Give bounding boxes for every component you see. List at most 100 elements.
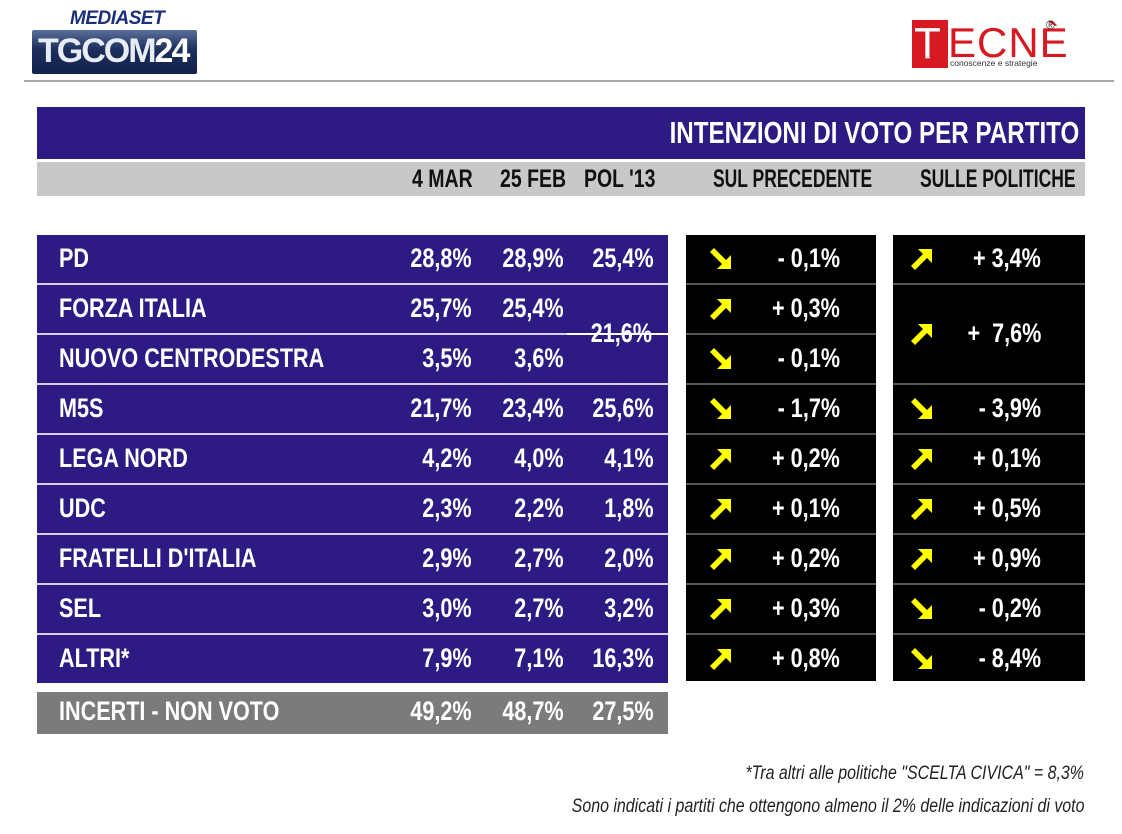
change-separator	[686, 333, 876, 335]
change-sul-precedente: - 0,1%	[777, 343, 840, 373]
incerti-row: INCERTI - NON VOTO 49,2% 48,7% 27,5%	[37, 692, 668, 734]
value-25feb: 28,9%	[502, 243, 564, 273]
change-sulle-politiche: + 0,9%	[973, 543, 1041, 573]
incerti-pol13: 27,5%	[592, 696, 654, 726]
change-separator	[893, 583, 1085, 585]
change-separator	[893, 383, 1085, 385]
footnote-altri: *Tra altri alle politiche "SCELTA CIVICA…	[745, 763, 1084, 784]
value-25feb: 25,4%	[502, 293, 564, 323]
arrow-down-icon	[710, 348, 731, 369]
value-25feb: 4,0%	[514, 443, 564, 473]
arrow-up-icon	[710, 449, 731, 470]
change-row: + 0,1%	[893, 435, 1085, 483]
row-separator	[37, 483, 668, 485]
value-pol13: 16,3%	[592, 643, 654, 673]
change-separator	[893, 483, 1085, 485]
change-separator	[686, 383, 876, 385]
change-separator	[686, 533, 876, 535]
table-row: ALTRI* 7,9% 7,1% 16,3%	[37, 635, 668, 683]
table-title-bar: INTENZIONI DI VOTO PER PARTITO	[37, 107, 1085, 159]
arrow-down-icon	[710, 398, 731, 419]
tgcom-wordmark: TGCOM24	[38, 32, 191, 71]
change-separator	[893, 433, 1085, 435]
row-separator	[37, 333, 567, 335]
tgcom24-logo: MEDIASET TGCOM24	[32, 8, 202, 74]
arrow-up-icon	[911, 449, 932, 470]
value-25feb: 7,1%	[514, 643, 564, 673]
value-pol13-merged: 21,6%	[590, 318, 652, 348]
value-4mar: 7,9%	[422, 643, 472, 673]
row-separator	[37, 533, 668, 535]
change-sul-precedente: + 0,3%	[772, 593, 840, 623]
value-4mar: 4,2%	[422, 443, 472, 473]
change-sul-precedente: + 0,8%	[772, 643, 840, 673]
arrow-up-icon	[911, 324, 932, 345]
change-row: + 0,5%	[893, 485, 1085, 533]
change-row: + 3,4%	[893, 235, 1085, 283]
mediaset-label: MEDIASET	[70, 8, 165, 29]
party-name: FRATELLI D'ITALIA	[59, 543, 257, 573]
change-row: + 0,8%	[686, 635, 876, 683]
change-separator	[893, 633, 1085, 635]
party-name: M5S	[59, 393, 104, 423]
value-4mar: 3,5%	[422, 343, 472, 373]
arrow-up-icon	[710, 649, 731, 670]
change-sulle-politiche: - 8,4%	[978, 643, 1041, 673]
arrow-up-icon	[911, 249, 932, 270]
arrow-up-icon	[710, 599, 731, 620]
tecne-red-block	[912, 20, 948, 68]
change-sul-precedente: - 0,1%	[777, 243, 840, 273]
change-sulle-politiche: + 3,4%	[973, 243, 1041, 273]
value-pol13: 25,6%	[592, 393, 654, 423]
change-separator	[686, 633, 876, 635]
value-pol13: 2,0%	[604, 543, 654, 573]
tgcom-text: TGCOM	[38, 32, 157, 70]
row-separator	[37, 383, 668, 385]
col-header-4mar: 4 MAR	[412, 165, 473, 193]
change-sulle-politiche: - 3,9%	[978, 393, 1041, 423]
tgcom-number: 24	[154, 32, 191, 70]
party-name: ALTRI*	[59, 643, 130, 673]
change-separator	[686, 483, 876, 485]
table-row: NUOVO CENTRODESTRA 3,5% 3,6%	[37, 335, 668, 383]
change-row: + 0,3%	[686, 585, 876, 633]
change-row: + 0,3%	[686, 285, 876, 333]
column-header-bar: 4 MAR 25 FEB POL '13 SUL PRECEDENTE SULL…	[37, 162, 1085, 196]
arrow-up-icon	[911, 499, 932, 520]
tecne-initial: T	[914, 19, 941, 68]
change-separator	[893, 533, 1085, 535]
change-sul-precedente: + 0,2%	[772, 443, 840, 473]
change-separator	[686, 583, 876, 585]
change-separator	[893, 283, 1085, 285]
change-row: - 8,4%	[893, 635, 1085, 683]
table-row: PD 28,8% 28,9% 25,4%	[37, 235, 668, 283]
arrow-up-icon	[911, 549, 932, 570]
arrow-down-icon	[911, 648, 932, 669]
change-sulle-politiche: + 0,5%	[973, 493, 1041, 523]
value-25feb: 23,4%	[502, 393, 564, 423]
footnote-threshold: Sono indicati i partiti che ottengono al…	[571, 796, 1084, 817]
table-row: UDC 2,3% 2,2% 1,8%	[37, 485, 668, 533]
col-header-25feb: 25 FEB	[500, 165, 567, 193]
value-pol13: 25,4%	[592, 243, 654, 273]
change-row: + 0,9%	[893, 535, 1085, 583]
change-sulle-politiche: + 0,1%	[973, 443, 1041, 473]
col-header-sulle-politiche: SULLE POLITICHE	[920, 165, 1076, 193]
incerti-4mar: 49,2%	[410, 696, 472, 726]
party-name: FORZA ITALIA	[59, 293, 207, 323]
col-header-sul-precedente: SUL PRECEDENTE	[713, 165, 873, 193]
party-name: SEL	[59, 593, 102, 623]
tgcom-badge: TGCOM24	[32, 30, 197, 74]
change-separator	[686, 283, 876, 285]
row-separator	[37, 433, 668, 435]
value-4mar: 21,7%	[410, 393, 472, 423]
arrow-down-icon	[911, 598, 932, 619]
change-sul-precedente: + 0,1%	[772, 493, 840, 523]
change-row: - 0,2%	[893, 585, 1085, 633]
arrow-down-icon	[710, 248, 731, 269]
party-name: UDC	[59, 493, 106, 523]
tecne-wordmark: ECNÈ	[948, 19, 1069, 66]
party-name: NUOVO CENTRODESTRA	[59, 343, 325, 373]
incerti-25feb: 48,7%	[502, 696, 564, 726]
arrow-up-icon	[710, 549, 731, 570]
